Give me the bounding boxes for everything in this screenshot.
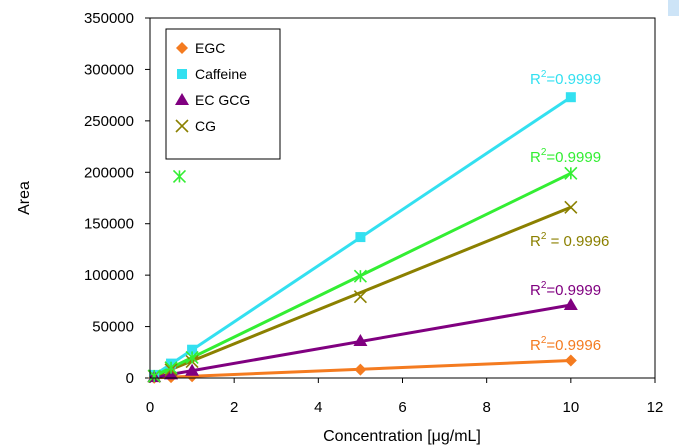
x-tick-label: 0 <box>146 399 154 416</box>
x-tick-label: 10 <box>562 399 579 416</box>
point-series2-2 <box>185 363 200 376</box>
point-series4-1 <box>164 361 178 375</box>
point-series3-3 <box>353 290 367 304</box>
r2-label-4: R2=0.9999 <box>530 147 601 166</box>
point-series4-2 <box>172 169 187 183</box>
y-axis-title: Area <box>16 181 33 215</box>
y-tick-label: 100000 <box>84 267 134 284</box>
legend: EGC Caffeine EC GCG CG <box>165 28 281 160</box>
r2-label-1: R2=0.9999 <box>530 69 601 88</box>
x-axis-title: Concentration [μg/mL] <box>323 428 481 445</box>
data-points <box>147 92 578 384</box>
legend-marker-3 <box>175 119 189 133</box>
y-tick-label: 300000 <box>84 61 134 78</box>
legend-marker-2 <box>175 93 189 105</box>
point-series4-4 <box>353 269 367 283</box>
y-tick-label: 350000 <box>84 10 134 27</box>
y-tick-label: 150000 <box>84 216 134 233</box>
y-tick-label: 250000 <box>84 113 134 130</box>
x-tick-label: 2 <box>230 399 238 416</box>
plot-area-frame <box>149 17 656 379</box>
legend-marker-0 <box>176 42 188 54</box>
y-tick-label: 50000 <box>92 319 134 336</box>
r2-label-2: R2=0.9999 <box>530 280 601 299</box>
legend-label-0: EGC <box>195 40 225 56</box>
x-tick-label: 6 <box>398 399 406 416</box>
legend-label-3: CG <box>195 118 216 134</box>
fit-line-3 <box>149 205 572 380</box>
axis-ticks: 0 2 4 6 8 10 12 0 50000 100000 150000 200000 250000 3… <box>84 10 663 416</box>
point-series1-4 <box>565 92 576 103</box>
point-series3-4 <box>564 200 578 214</box>
x-tick-label: 12 <box>647 399 664 416</box>
point-series4-3 <box>185 350 199 364</box>
point-series1-3 <box>355 232 366 243</box>
point-series1-2 <box>187 344 198 355</box>
legend-label-2: EC GCG <box>195 92 250 108</box>
legend-marker-1 <box>177 69 187 79</box>
r-squared-labels: R2=0.9996 R2=0.9999 R2=0.9999 R2 = 0.9996 R2… <box>530 69 609 354</box>
corner-tab <box>668 0 679 16</box>
y-tick-label: 200000 <box>84 164 134 181</box>
point-series2-4 <box>563 297 578 310</box>
y-tick-label: 0 <box>126 370 134 387</box>
point-series4-5 <box>564 166 578 180</box>
legend-label-1: Caffeine <box>195 66 247 82</box>
x-tick-label: 4 <box>314 399 322 416</box>
point-series2-3 <box>353 333 368 346</box>
x-tick-label: 8 <box>482 399 490 416</box>
r2-label-0: R2=0.9996 <box>530 335 601 354</box>
point-series0-3 <box>354 363 367 376</box>
point-series0-4 <box>564 354 577 367</box>
r2-label-3: R2 = 0.9996 <box>530 231 609 250</box>
